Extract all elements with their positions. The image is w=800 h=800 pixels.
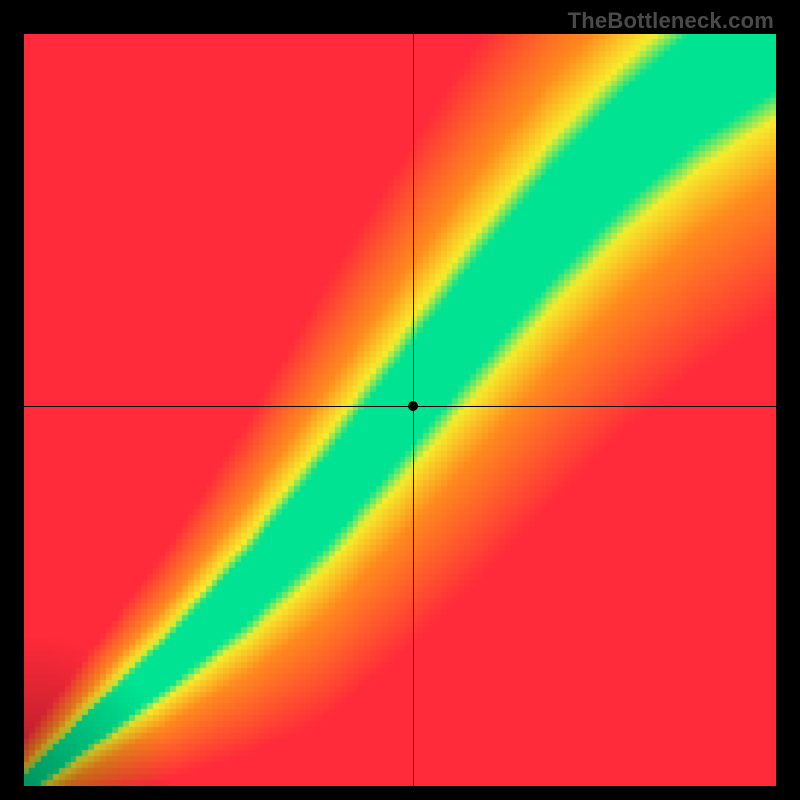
plot-area [24, 34, 776, 786]
watermark-text: TheBottleneck.com [568, 8, 774, 34]
chart-frame: TheBottleneck.com [0, 0, 800, 800]
marker-dot [408, 401, 418, 411]
crosshair-horizontal [24, 406, 776, 407]
heatmap-canvas [24, 34, 776, 786]
